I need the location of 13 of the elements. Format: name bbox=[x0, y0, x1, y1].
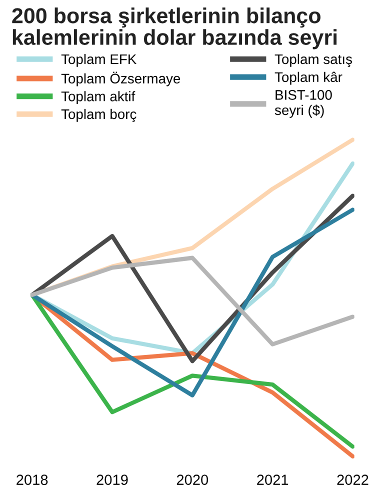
legend-label: Toplam aktif bbox=[61, 91, 136, 104]
chart-title: 200 borsa şirketlerinin bilanço kalemlerinin dolar bazında seyri bbox=[12, 8, 337, 50]
x-tick-label: 2022 bbox=[337, 474, 368, 485]
legend-label: Toplam kâr bbox=[274, 72, 342, 85]
x-tick-label: 2021 bbox=[257, 474, 288, 485]
legend-label: BIST-100 seyri ($) bbox=[274, 90, 332, 118]
legend-label: Toplam EFK bbox=[61, 54, 137, 67]
legend-label: Toplam satış bbox=[274, 54, 352, 67]
legend-label: Toplam borç bbox=[61, 108, 136, 122]
x-tick-label: 2019 bbox=[96, 474, 128, 485]
legend-label: Toplam Özsermaye bbox=[61, 72, 180, 86]
x-tick-label: 2018 bbox=[16, 474, 48, 485]
x-tick-label: 2020 bbox=[176, 474, 208, 485]
